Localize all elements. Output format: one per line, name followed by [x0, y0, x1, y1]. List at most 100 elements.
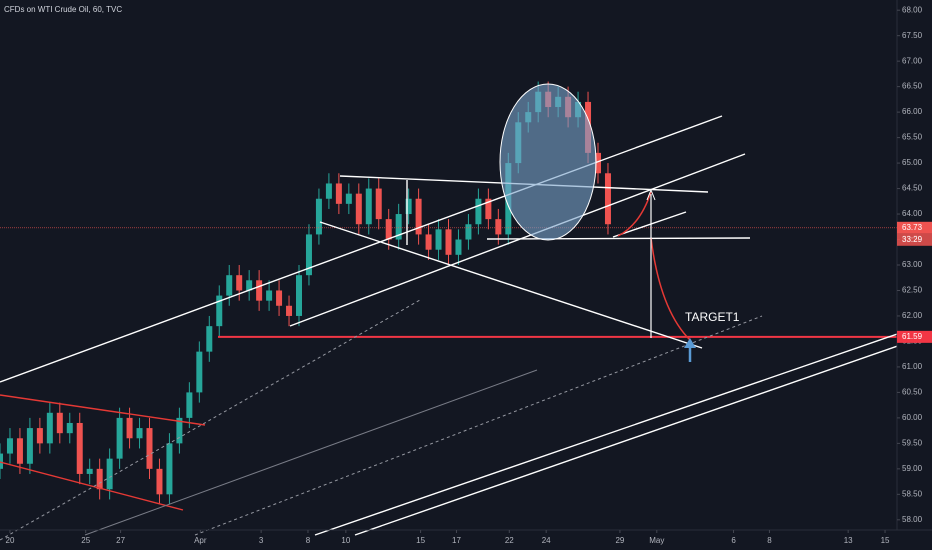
trend-line — [0, 461, 184, 511]
projection-arrow — [617, 191, 652, 237]
x-tick-label: 8 — [767, 536, 772, 545]
candle-body — [435, 229, 442, 250]
y-tick-label: 66.50 — [902, 82, 923, 91]
y-tick-label: 60.00 — [902, 413, 923, 422]
y-tick-label: 62.00 — [902, 311, 923, 320]
candle-body — [395, 214, 402, 240]
trend-line — [314, 321, 932, 536]
candle-body — [196, 351, 203, 393]
chart-title: CFDs on WTI Crude Oil, 60, TVC — [4, 5, 122, 14]
candle-body — [425, 234, 432, 250]
x-tick-label: 20 — [6, 536, 15, 545]
price-label-box — [897, 221, 932, 234]
candle-body — [226, 275, 233, 296]
y-tick-label: 66.00 — [902, 107, 923, 116]
candle-body — [146, 428, 153, 469]
candle-body — [595, 152, 601, 174]
price-label: 61.59 — [902, 332, 923, 341]
countdown-box — [897, 233, 932, 246]
candle-body — [495, 219, 502, 235]
candle-body — [96, 468, 103, 490]
x-tick-label: 27 — [116, 536, 125, 545]
y-tick-label: 63.00 — [902, 260, 923, 269]
y-tick-label: 64.50 — [902, 184, 923, 193]
drawings: TARGET1 — [0, 83, 932, 541]
x-tick-label: 13 — [844, 536, 853, 545]
candle-body — [365, 188, 372, 225]
highlight-ellipse — [499, 83, 597, 241]
projection-arrow — [650, 237, 691, 341]
candle-body — [116, 417, 123, 459]
y-tick-label: 59.50 — [902, 438, 923, 447]
candle-body — [445, 229, 452, 255]
y-axis-panel — [897, 0, 932, 550]
candle-body — [335, 183, 342, 204]
x-tick-label: 22 — [505, 536, 514, 545]
x-tick-label: 3 — [259, 536, 264, 545]
x-tick-label: 25 — [81, 536, 90, 545]
candle-body — [176, 417, 183, 444]
candle-body — [106, 458, 113, 490]
y-tick-label: 65.00 — [902, 158, 923, 167]
y-tick-label: 61.00 — [902, 362, 923, 371]
countdown: 33:29 — [902, 235, 923, 244]
candle-body — [375, 188, 382, 220]
trend-line — [319, 221, 703, 349]
y-tick-label: 65.50 — [902, 133, 923, 142]
candle-body — [156, 468, 163, 495]
candle-body — [166, 443, 173, 495]
y-tick-label: 59.00 — [902, 464, 923, 473]
candle-body — [604, 173, 611, 225]
candle-body — [66, 422, 73, 434]
y-tick-label: 67.00 — [902, 56, 923, 65]
candle-body — [26, 428, 33, 464]
x-tick-label: 17 — [452, 536, 461, 545]
y-tick-label: 60.50 — [902, 388, 923, 397]
dashed-line — [194, 315, 763, 536]
candle-body — [186, 392, 193, 418]
x-tick-label: Apr — [194, 536, 207, 545]
trend-line — [0, 115, 723, 383]
candle-body — [266, 290, 273, 301]
candle-body — [355, 193, 362, 225]
candle-body — [385, 219, 392, 240]
y-tick-label: 58.50 — [902, 489, 923, 498]
candle-body — [0, 453, 3, 469]
candle-body — [415, 198, 422, 235]
trend-line — [289, 153, 746, 327]
dashed-line — [0, 299, 421, 541]
trend-line — [84, 369, 538, 536]
y-tick-label: 58.00 — [902, 515, 923, 524]
candle-body — [345, 193, 352, 204]
candle-body — [256, 280, 263, 301]
y-tick-label: 62.50 — [902, 286, 923, 295]
x-tick-label: 15 — [881, 536, 890, 545]
price-label: 63.73 — [902, 223, 923, 232]
candle-body — [305, 234, 312, 276]
candle-body — [236, 275, 243, 291]
candle-body — [276, 290, 283, 306]
x-tick-label: 29 — [615, 536, 624, 545]
trend-line — [0, 394, 206, 426]
candle-body — [36, 428, 43, 444]
candle-body — [405, 198, 412, 215]
candle-body — [56, 412, 63, 434]
candle-body — [46, 412, 53, 444]
candle-body — [76, 422, 83, 474]
trend-line — [612, 211, 687, 238]
y-tick-label: 64.00 — [902, 209, 923, 218]
candle-body — [296, 275, 302, 316]
annotation: TARGET1 — [685, 310, 740, 324]
y-tick-label: 67.50 — [902, 31, 923, 40]
arrow-head — [684, 338, 696, 348]
candle-body — [325, 183, 332, 199]
candle-body — [216, 295, 223, 327]
trend-line — [486, 237, 751, 240]
candle-body — [315, 198, 322, 235]
candle-body — [86, 468, 93, 474]
x-tick-label: 8 — [306, 536, 311, 545]
x-tick-label: May — [649, 536, 664, 545]
